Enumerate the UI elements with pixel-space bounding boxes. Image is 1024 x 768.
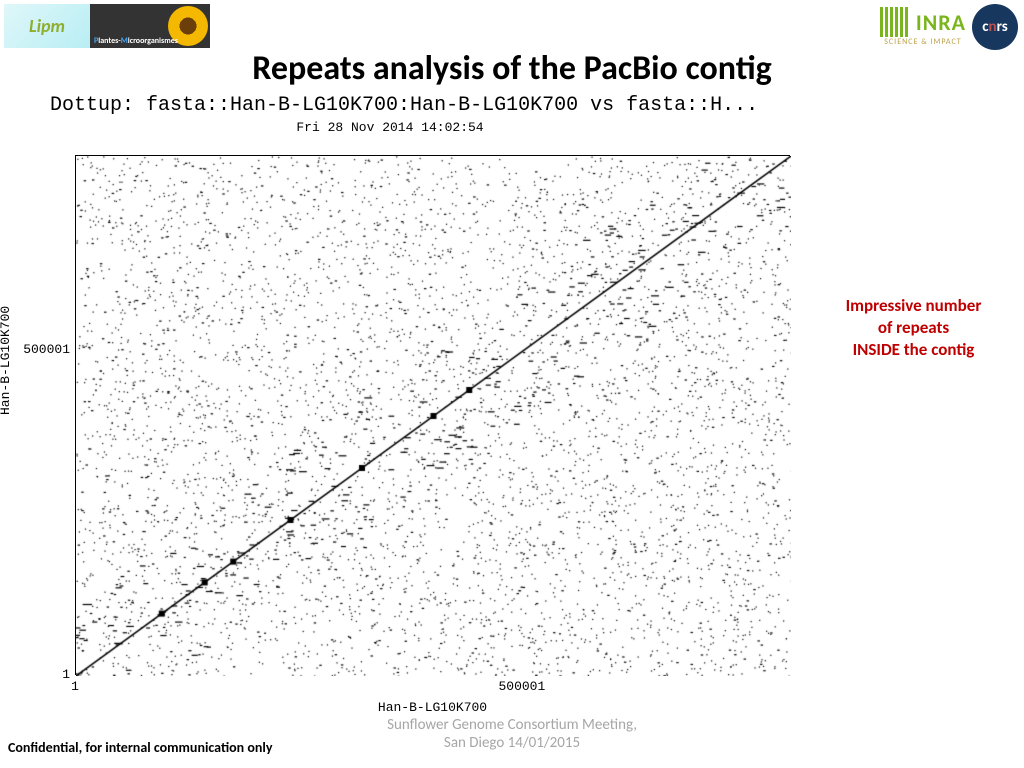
logo-cnrs: cnrs <box>972 4 1018 50</box>
pm-label: Plantes-Microorganismes <box>94 36 178 46</box>
footer-confidential: Confidential, for internal communication… <box>8 739 272 756</box>
chart-date: Fri 28 Nov 2014 14:02:54 <box>0 120 780 135</box>
x-axis-label: Han-B-LG10K700 <box>75 700 790 715</box>
y-axis-label: Han-B-LG10K700 <box>0 306 13 415</box>
annotation-line: of repeats <box>821 317 1006 339</box>
chart-title: Dottup: fasta::Han-B-LG10K700:Han-B-LG10… <box>50 94 758 117</box>
inra-text: INRA <box>916 9 966 36</box>
logo-strip-left: Lipm Plantes-Microorganismes <box>4 4 210 48</box>
dotplot-chart <box>75 155 790 675</box>
annotation-line: INSIDE the contig <box>821 339 1006 361</box>
inra-subtitle: SCIENCE & IMPACT <box>884 37 961 47</box>
logo-lipm: Lipm <box>4 4 90 48</box>
x-tick-label: 1 <box>71 679 79 694</box>
annotation-line: Impressive number <box>821 295 1006 317</box>
inra-bars-icon <box>880 7 910 37</box>
x-tick-label: 500001 <box>498 679 545 694</box>
annotation-repeats: Impressive number of repeats INSIDE the … <box>821 295 1006 361</box>
logo-inra: INRA SCIENCE & IMPACT <box>880 7 966 47</box>
logo-plantes-microorganismes: Plantes-Microorganismes <box>90 4 210 48</box>
footer-line: Sunflower Genome Consortium Meeting, <box>0 716 1024 734</box>
y-tick-label: 1 <box>20 667 70 682</box>
slide-title: Repeats analysis of the PacBio contig <box>0 48 1024 89</box>
y-tick-label: 500001 <box>20 342 70 357</box>
logo-strip-right: INRA SCIENCE & IMPACT cnrs <box>880 4 1018 50</box>
